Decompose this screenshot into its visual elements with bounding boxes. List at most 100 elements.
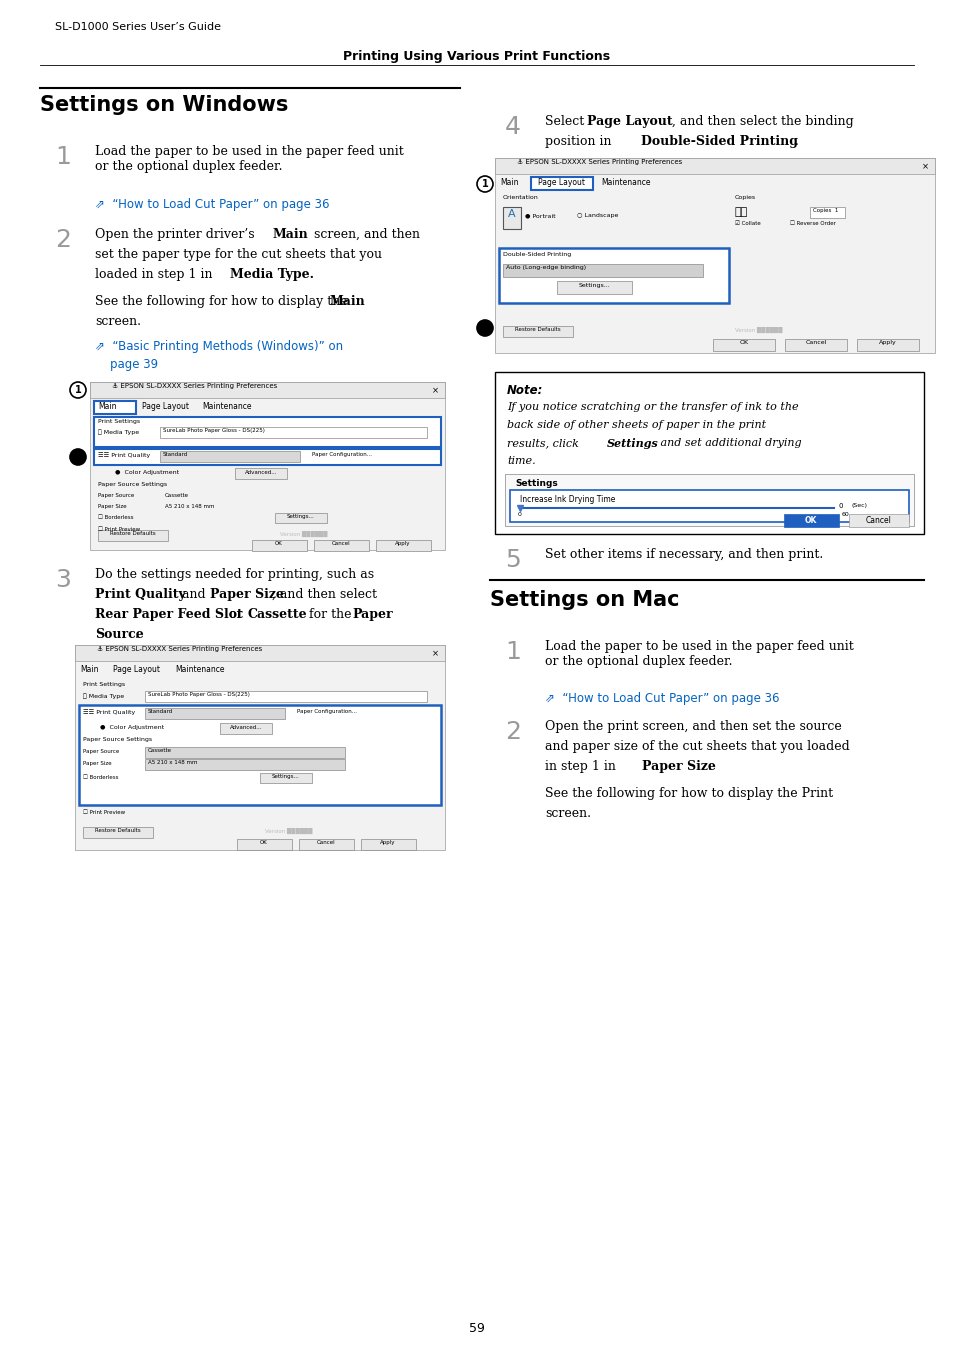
Bar: [160, 427, 427, 437]
Bar: [145, 707, 285, 720]
Text: or: or: [225, 608, 246, 621]
Text: 5: 5: [504, 548, 520, 572]
Text: 0: 0: [838, 504, 842, 509]
Text: A: A: [508, 209, 516, 219]
Text: SL-D1000 Series User’s Guide: SL-D1000 Series User’s Guide: [55, 22, 221, 32]
Bar: [260, 774, 312, 783]
Text: 3: 3: [55, 568, 71, 593]
Text: Open the print screen, and then set the source: Open the print screen, and then set the …: [544, 720, 841, 733]
Bar: [298, 838, 354, 850]
Text: in step 1 in: in step 1 in: [544, 760, 619, 774]
Text: 2: 2: [481, 323, 488, 333]
Text: Apply: Apply: [395, 541, 411, 545]
Text: Restore Defaults: Restore Defaults: [515, 327, 560, 332]
Text: .: .: [135, 628, 139, 641]
Text: Paper Size: Paper Size: [210, 589, 284, 601]
Text: ⚓ EPSON SL-DXXXX Series Printing Preferences: ⚓ EPSON SL-DXXXX Series Printing Prefere…: [517, 159, 681, 165]
Circle shape: [476, 320, 493, 336]
Text: ●  Color Adjustment: ● Color Adjustment: [100, 725, 164, 730]
Bar: [160, 451, 299, 462]
Text: Settings on Windows: Settings on Windows: [40, 95, 288, 115]
Text: 2: 2: [74, 452, 81, 462]
Text: ⚓ EPSON SL-DXXXX Series Printing Preferences: ⚓ EPSON SL-DXXXX Series Printing Prefere…: [97, 647, 262, 652]
Text: Print Settings: Print Settings: [98, 418, 140, 424]
Text: and set additional drying: and set additional drying: [657, 437, 801, 448]
Text: A5 210 x 148 mm: A5 210 x 148 mm: [148, 760, 197, 765]
Text: and paper size of the cut sheets that you loaded: and paper size of the cut sheets that yo…: [544, 740, 849, 753]
Text: ☰☰ Print Quality: ☰☰ Print Quality: [98, 452, 150, 458]
Text: 1: 1: [481, 180, 488, 189]
Text: Double-Sided Printing: Double-Sided Printing: [640, 135, 797, 148]
Text: 0: 0: [517, 512, 521, 517]
Bar: [90, 382, 444, 549]
Text: 60: 60: [841, 512, 849, 517]
Text: ●  Color Adjustment: ● Color Adjustment: [115, 470, 179, 475]
Text: ⎙ Media Type: ⎙ Media Type: [83, 693, 124, 698]
Text: Cassette: Cassette: [248, 608, 307, 621]
Text: Orientation: Orientation: [502, 194, 538, 200]
Text: Standard: Standard: [163, 452, 188, 458]
Bar: [90, 382, 444, 398]
Text: Do the settings needed for printing, such as: Do the settings needed for printing, suc…: [95, 568, 374, 580]
Text: See the following for how to display the: See the following for how to display the: [95, 296, 352, 308]
Text: .: .: [794, 135, 798, 148]
Text: Open the printer driver’s: Open the printer driver’s: [95, 228, 258, 242]
Text: ⚓ EPSON SL-DXXXX Series Printing Preferences: ⚓ EPSON SL-DXXXX Series Printing Prefere…: [112, 383, 277, 389]
Text: ☐ Reverse Order: ☐ Reverse Order: [789, 221, 835, 225]
Text: ○ Landscape: ○ Landscape: [577, 213, 618, 217]
Bar: [75, 645, 444, 662]
Text: Paper Source: Paper Source: [83, 749, 119, 755]
Bar: [375, 540, 431, 551]
Text: Version ██████: Version ██████: [280, 531, 327, 537]
Bar: [557, 281, 631, 294]
Text: ×: ×: [431, 386, 438, 396]
Bar: [495, 158, 934, 174]
Bar: [502, 265, 702, 277]
Bar: [531, 177, 593, 190]
Text: Main: Main: [273, 228, 309, 242]
Text: Cancel: Cancel: [865, 516, 891, 525]
Text: Paper Configuration...: Paper Configuration...: [296, 709, 356, 714]
Text: 2: 2: [504, 720, 520, 744]
Text: OK: OK: [274, 541, 283, 545]
Text: position in: position in: [544, 135, 615, 148]
Text: Paper: Paper: [352, 608, 393, 621]
Text: Page Layout: Page Layout: [142, 402, 189, 410]
Text: Auto (Long-edge binding): Auto (Long-edge binding): [505, 265, 585, 270]
Bar: [83, 828, 152, 838]
Text: Double-Sided Printing: Double-Sided Printing: [502, 252, 571, 256]
Text: 59: 59: [469, 1322, 484, 1335]
Text: ⇗  “How to Load Cut Paper” on page 36: ⇗ “How to Load Cut Paper” on page 36: [544, 693, 779, 705]
Bar: [79, 705, 440, 805]
Text: set the paper type for the cut sheets that you: set the paper type for the cut sheets th…: [95, 248, 381, 261]
Text: Version ██████: Version ██████: [265, 828, 313, 834]
Bar: [98, 531, 168, 541]
Text: Main: Main: [80, 666, 98, 674]
Text: Apply: Apply: [879, 340, 896, 346]
Text: Advanced...: Advanced...: [230, 725, 262, 730]
Text: Settings...: Settings...: [272, 774, 299, 779]
Text: Printing Using Various Print Functions: Printing Using Various Print Functions: [343, 50, 610, 63]
Text: Paper Size: Paper Size: [641, 760, 715, 774]
Text: 2: 2: [55, 228, 71, 252]
Text: SureLab Photo Paper Gloss - DS(225): SureLab Photo Paper Gloss - DS(225): [163, 428, 265, 433]
Text: results, click: results, click: [506, 437, 581, 448]
Text: Main: Main: [98, 402, 116, 410]
Text: Copies: Copies: [734, 194, 756, 200]
Bar: [145, 747, 345, 757]
Text: Load the paper to be used in the paper feed unit
or the optional duplex feeder.: Load the paper to be used in the paper f…: [95, 144, 403, 173]
Text: Main: Main: [499, 178, 518, 188]
Text: 1: 1: [74, 385, 81, 396]
Text: Version ██████: Version ██████: [734, 327, 781, 333]
Text: back side of other sheets of paper in the print: back side of other sheets of paper in th…: [506, 420, 765, 431]
Text: (Sec): (Sec): [851, 504, 867, 508]
Bar: [495, 373, 923, 535]
Text: Note:: Note:: [506, 383, 543, 397]
Text: ⎙⎙: ⎙⎙: [734, 207, 747, 217]
Text: 1: 1: [55, 144, 71, 169]
Text: screen, and then: screen, and then: [310, 228, 419, 242]
Text: Maintenance: Maintenance: [202, 402, 252, 410]
Bar: [712, 339, 774, 351]
Text: Settings...: Settings...: [287, 514, 314, 518]
Text: Paper Source Settings: Paper Source Settings: [98, 482, 167, 487]
